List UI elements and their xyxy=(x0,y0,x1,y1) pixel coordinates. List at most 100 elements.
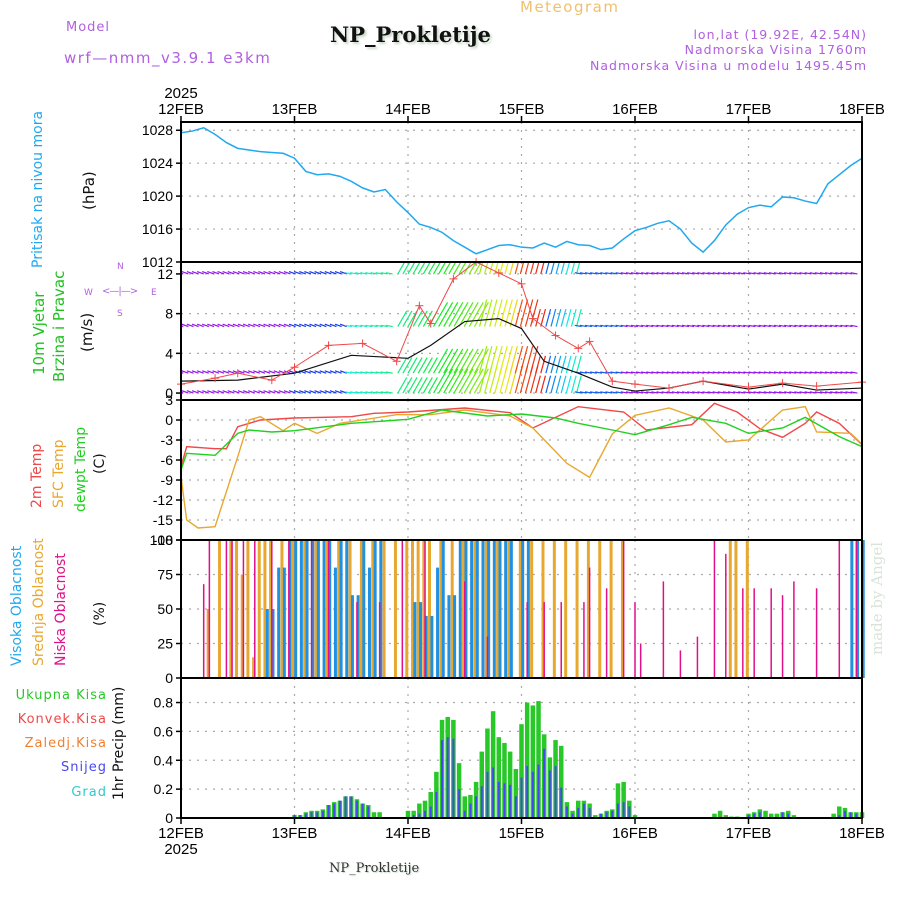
cloud-bar-mid xyxy=(734,540,738,678)
wind-arrow xyxy=(299,323,307,328)
cloud-bar-low xyxy=(753,588,755,678)
wind-arrow xyxy=(283,270,291,275)
cloud-bar-high xyxy=(288,540,292,678)
wind-arrow xyxy=(324,370,332,374)
cloud-bar-mid xyxy=(229,540,233,678)
wind-arrow xyxy=(253,323,261,328)
wind-arrow xyxy=(304,390,312,394)
x-tick-label-bottom: 18FEB xyxy=(839,825,885,842)
wind-arrow xyxy=(242,323,250,328)
wind-arrow xyxy=(717,324,725,328)
compass-n: N xyxy=(117,262,124,272)
precip-bar-snow xyxy=(622,802,625,818)
precip-bar-snow xyxy=(781,812,784,818)
wind-arrow xyxy=(666,371,674,374)
wind-arrow xyxy=(258,370,266,374)
wind-arrow xyxy=(186,370,194,374)
wind-arrow xyxy=(641,272,649,275)
wind-arrow xyxy=(489,345,498,374)
cloud-bar-high xyxy=(487,540,491,678)
wind-arrow xyxy=(484,345,493,374)
wind-arrow xyxy=(519,299,529,327)
wind-arrow xyxy=(463,301,479,327)
wind-arrow xyxy=(850,324,858,328)
gust-marker xyxy=(449,274,458,283)
wind-arrow xyxy=(268,390,276,394)
wind-arrows xyxy=(181,262,858,394)
wind-arrow xyxy=(758,272,766,275)
cloud-bar-mid xyxy=(371,540,375,678)
wind-arrow xyxy=(258,323,266,328)
wind-arrow xyxy=(402,357,413,374)
panel-0: 1012 1016 1020 1024 1028 xyxy=(142,122,862,270)
wind-arrow xyxy=(789,324,797,328)
wind-arrow xyxy=(202,323,210,328)
wind-arrow xyxy=(625,391,633,394)
gust-marker xyxy=(631,380,639,389)
precip-bar-total xyxy=(496,737,502,818)
precip-bar-snow xyxy=(565,806,568,818)
wind-arrow xyxy=(809,371,817,374)
precip-bar-total xyxy=(558,745,564,818)
precip-bar-snow xyxy=(424,810,427,818)
cloud-bar-high xyxy=(464,540,468,678)
cloud-bar-mid xyxy=(359,540,363,678)
wind-arrow xyxy=(478,262,484,275)
wind-arrow xyxy=(293,270,301,275)
wind-arrow xyxy=(681,391,690,394)
cloud-bar-high xyxy=(481,540,485,678)
cloud-bar-high xyxy=(271,609,275,678)
wind-arrow xyxy=(738,371,746,374)
wind-arrow xyxy=(181,370,189,374)
wind-arrow xyxy=(191,270,199,275)
wind-arrow xyxy=(819,371,827,374)
wind-arrow xyxy=(687,324,695,328)
wind-arrow xyxy=(268,270,276,275)
wind-speed-line xyxy=(180,317,863,392)
wind-arrow xyxy=(574,272,582,275)
wind-arrow xyxy=(334,390,342,394)
wind-arrow xyxy=(458,262,467,275)
x-tick-label-top: 16FEB xyxy=(612,101,658,118)
wind-arrow xyxy=(468,262,477,275)
cloud-bar-mid xyxy=(393,540,397,678)
wind-arrow xyxy=(625,324,633,328)
wind-arrow xyxy=(560,355,567,374)
cloud-bar-mid xyxy=(348,540,352,678)
precip-bar-total xyxy=(417,803,422,818)
wind-arrow xyxy=(768,272,776,275)
wind-arrow xyxy=(443,348,459,374)
wind-arrow xyxy=(380,324,388,328)
wind-arrow xyxy=(324,323,332,328)
wind-arrow xyxy=(712,371,720,374)
wind-arrow xyxy=(570,355,577,374)
precip-bar-snow xyxy=(577,807,580,818)
wind-arrow xyxy=(397,357,408,374)
wind-arrow xyxy=(717,272,725,275)
wind-arrow xyxy=(417,262,426,275)
wind-arrow xyxy=(365,324,373,328)
precip-bar-total xyxy=(479,751,485,818)
y-tick-label: 50 xyxy=(157,601,173,617)
wind-arrow xyxy=(697,391,705,394)
wind-arrow xyxy=(207,323,215,328)
precip-bar-snow xyxy=(611,810,614,818)
precip-bar-snow xyxy=(560,787,563,818)
wind-arrow xyxy=(232,390,240,394)
wind-arrow xyxy=(845,272,853,275)
wind-arrow xyxy=(186,270,194,275)
model-elevation-info: Nadmorska Visina u modelu 1495.45m xyxy=(590,58,867,73)
cloud-bar-low xyxy=(356,602,358,678)
wind-arrow xyxy=(615,391,623,394)
wind-arrow xyxy=(804,324,812,328)
precip-bar-snow xyxy=(344,796,347,818)
cloud-bar-high xyxy=(436,567,440,678)
wind-arrow xyxy=(344,371,352,374)
wind-arrow xyxy=(589,391,598,394)
wind-arrow xyxy=(433,368,449,394)
wind-arrow xyxy=(814,272,822,275)
precip-bar-snow xyxy=(293,815,296,818)
wind-arrow xyxy=(375,391,383,394)
wind-arrow xyxy=(304,270,312,275)
wind-arrow xyxy=(222,390,230,394)
